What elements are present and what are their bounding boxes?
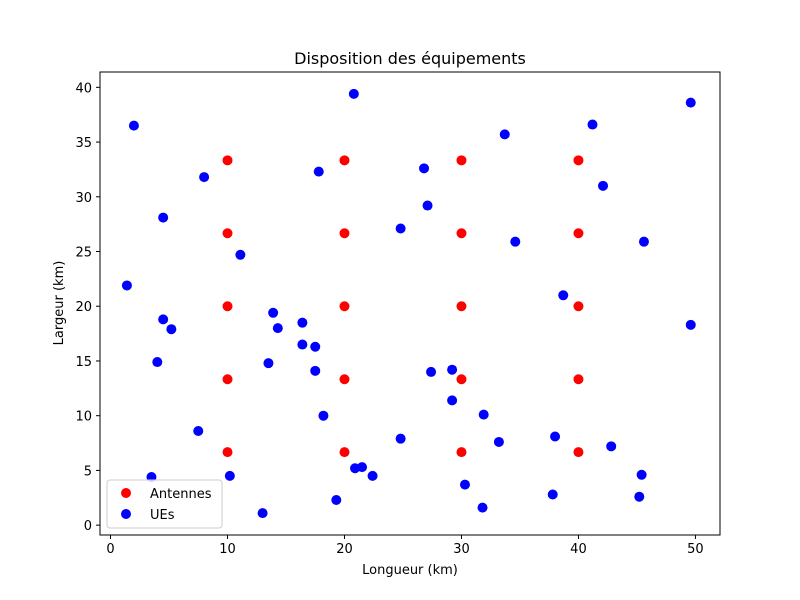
point-ues <box>685 319 696 330</box>
point-ues <box>477 502 488 513</box>
point-ues <box>587 119 598 130</box>
y-tick-label: 35 <box>75 136 92 151</box>
point-ues <box>598 180 609 191</box>
point-ues <box>158 314 169 325</box>
point-antennes <box>222 447 233 458</box>
point-ues <box>199 172 210 183</box>
point-antennes <box>222 374 233 385</box>
point-antennes <box>573 374 584 385</box>
point-ues <box>263 358 274 369</box>
point-ues <box>459 479 470 490</box>
point-ues <box>558 290 569 301</box>
point-ues <box>422 200 433 211</box>
point-antennes <box>339 301 350 312</box>
y-tick-label: 5 <box>84 464 92 479</box>
point-ues <box>478 409 489 420</box>
y-tick-label: 40 <box>75 81 92 96</box>
x-tick-label: 10 <box>219 542 236 557</box>
point-ues <box>235 249 246 260</box>
point-antennes <box>339 228 350 239</box>
point-ues <box>297 339 308 350</box>
point-ues <box>367 470 378 481</box>
point-ues <box>193 426 204 437</box>
point-ues <box>313 166 324 177</box>
point-antennes <box>222 228 233 239</box>
point-ues <box>297 317 308 328</box>
legend-label-antennes: Antennes <box>150 487 212 502</box>
point-ues <box>606 441 617 452</box>
point-antennes <box>456 374 467 385</box>
point-ues <box>547 489 558 500</box>
y-tick-label: 30 <box>75 191 92 206</box>
x-tick-label: 40 <box>570 542 587 557</box>
x-axis-label: Longueur (km) <box>362 563 458 578</box>
point-antennes <box>339 155 350 166</box>
x-tick-label: 30 <box>453 542 470 557</box>
point-antennes <box>339 374 350 385</box>
point-ues <box>395 433 406 444</box>
point-ues <box>685 97 696 108</box>
chart-title: Disposition des équipements <box>294 49 526 68</box>
point-ues <box>318 410 329 421</box>
point-ues <box>395 223 406 234</box>
point-ues <box>310 365 321 376</box>
legend-marker-antennes <box>121 488 131 498</box>
y-axis-ticks: 0 5 10 15 20 25 30 35 40 <box>75 81 100 534</box>
legend-box <box>106 479 223 529</box>
point-antennes <box>222 301 233 312</box>
legend-marker-ues <box>121 509 131 519</box>
plot-frame <box>99 71 721 536</box>
point-antennes <box>456 155 467 166</box>
point-ues <box>636 469 647 480</box>
x-tick-label: 20 <box>336 542 353 557</box>
legend-label-ues: UEs <box>150 508 175 523</box>
point-antennes <box>573 447 584 458</box>
point-ues <box>510 236 521 247</box>
point-ues <box>499 129 510 140</box>
point-ues <box>419 163 430 174</box>
point-ues <box>146 471 157 482</box>
point-ues <box>550 431 561 442</box>
point-ues <box>272 323 283 334</box>
point-ues <box>224 470 235 481</box>
point-ues <box>331 494 342 505</box>
point-ues <box>447 364 458 375</box>
point-antennes <box>456 228 467 239</box>
point-ues <box>348 88 359 99</box>
point-antennes <box>456 447 467 458</box>
point-ues <box>166 324 177 335</box>
point-antennes <box>456 301 467 312</box>
point-ues <box>426 366 437 377</box>
y-tick-label: 20 <box>75 300 92 315</box>
point-antennes <box>339 447 350 458</box>
point-ues <box>158 212 169 223</box>
point-ues <box>310 341 321 352</box>
point-ues <box>121 280 132 291</box>
x-tick-label: 50 <box>687 542 704 557</box>
y-axis-label: Largeur (km) <box>52 261 67 346</box>
y-tick-label: 10 <box>75 410 92 425</box>
x-tick-label: 0 <box>106 542 114 557</box>
x-axis-ticks: 0 10 20 30 40 50 <box>106 535 704 557</box>
point-antennes <box>222 155 233 166</box>
point-antennes <box>573 228 584 239</box>
point-ues <box>634 491 645 502</box>
point-ues <box>638 236 649 247</box>
point-antennes <box>573 301 584 312</box>
point-ues <box>447 395 458 406</box>
point-ues <box>493 436 504 447</box>
point-ues <box>128 120 139 131</box>
legend: Antennes UEs <box>106 479 223 529</box>
y-tick-label: 15 <box>75 355 92 370</box>
y-tick-label: 25 <box>75 246 92 261</box>
point-ues <box>257 508 268 519</box>
data-markers <box>121 88 696 519</box>
point-ues <box>152 357 163 368</box>
point-ues <box>268 307 279 318</box>
y-tick-label: 0 <box>84 519 92 534</box>
point-ues <box>350 463 361 474</box>
point-antennes <box>573 155 584 166</box>
